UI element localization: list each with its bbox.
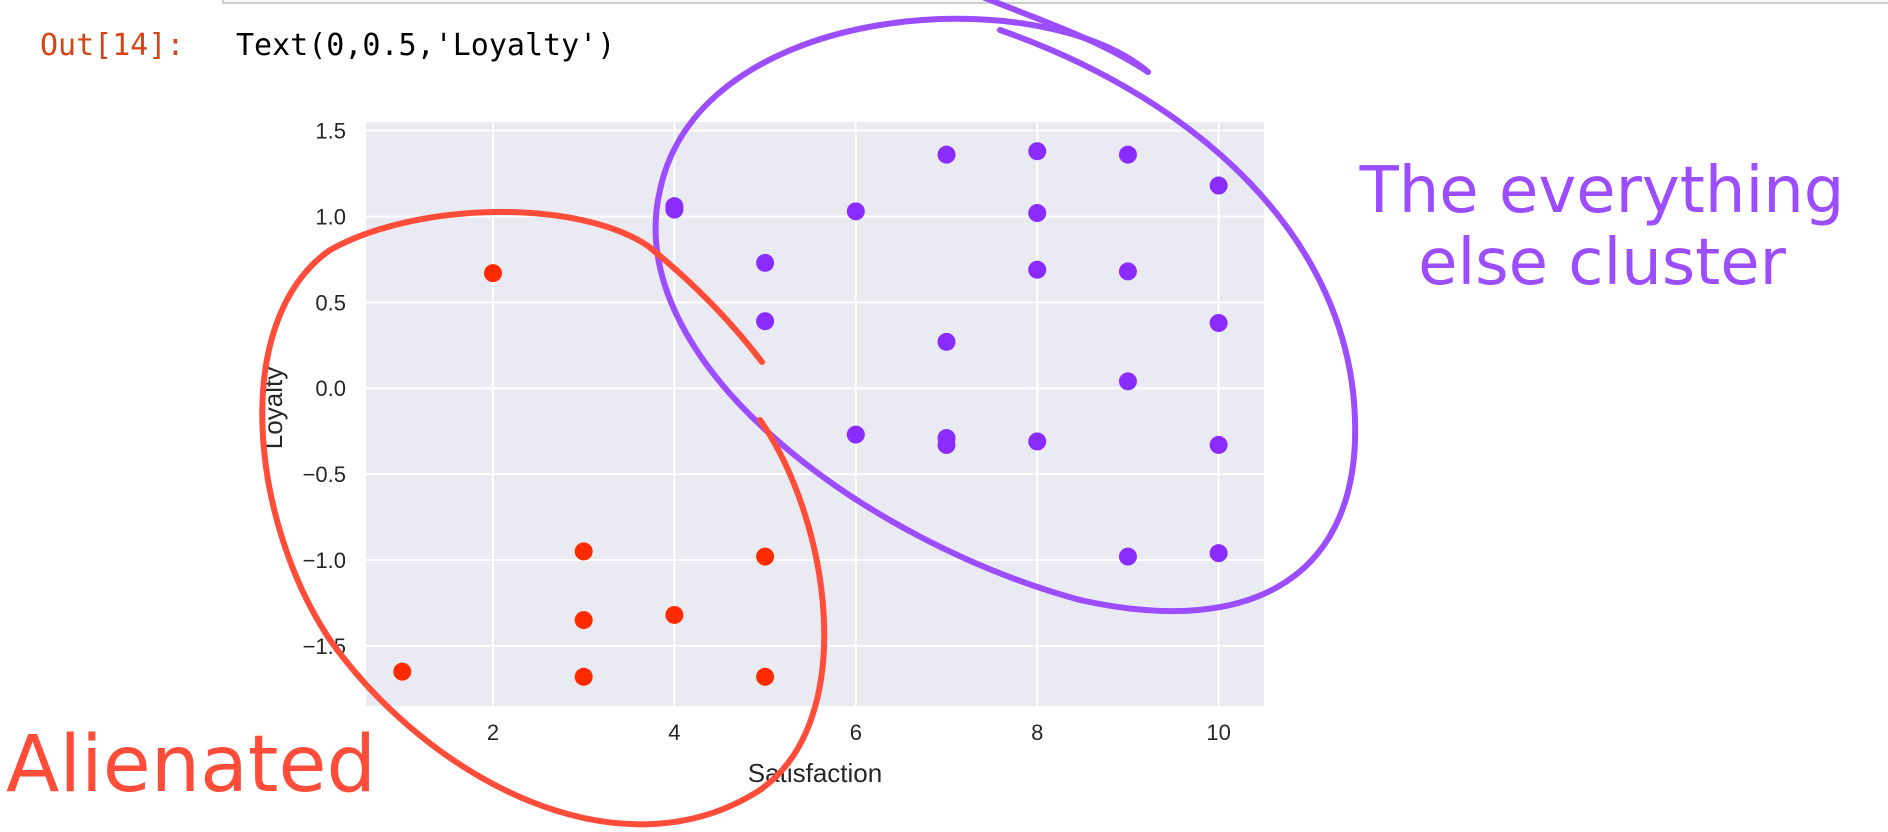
data-point-red [665, 605, 684, 624]
data-point-purple [1209, 544, 1228, 563]
cluster-annotation-purple: The everything else cluster [1322, 154, 1882, 300]
data-point-purple [1118, 372, 1137, 391]
data-point-purple [756, 253, 775, 272]
annotation-line-2: else cluster [1418, 225, 1786, 300]
data-point-purple [937, 145, 956, 164]
data-point-purple [1028, 142, 1047, 161]
tick-labels: 2 4 6 8 101.51.00.50.0−0.5−1.0−1.5 [303, 119, 1231, 745]
x-tick-label: 6 [850, 720, 862, 745]
output-text: Text(0,0.5,'Loyalty') [236, 28, 616, 63]
data-point-purple [846, 425, 865, 444]
y-tick-label: −0.5 [303, 462, 346, 487]
red-ellipse-stroke [259, 209, 828, 828]
data-points [393, 142, 1228, 686]
data-point-purple [1028, 260, 1047, 279]
data-point-purple [1028, 204, 1047, 223]
data-point-red [483, 264, 502, 283]
data-point-red [756, 667, 775, 686]
data-point-purple [1118, 262, 1137, 281]
data-point-purple [937, 332, 956, 351]
data-point-purple [937, 435, 956, 454]
data-point-purple [1118, 145, 1137, 164]
purple-flick-stroke [982, 0, 1151, 75]
data-point-red [574, 611, 593, 630]
y-tick-label: 0.5 [315, 290, 346, 315]
x-tick-label: 4 [668, 720, 680, 745]
y-tick-label: 0.0 [315, 376, 346, 401]
x-tick-label: 10 [1206, 720, 1230, 745]
grid-lines [366, 122, 1264, 706]
y-tick-label: −1.0 [303, 548, 346, 573]
data-point-red [574, 667, 593, 686]
data-point-purple [1118, 547, 1137, 566]
annotation-strokes [259, 0, 1359, 828]
data-point-purple [1209, 435, 1228, 454]
data-point-red [756, 547, 775, 566]
annotation-line-1: The everything [1359, 154, 1845, 228]
data-point-red [574, 542, 593, 561]
previous-cell-border [222, 0, 1888, 4]
x-tick-label: 2 [487, 720, 499, 745]
cluster-annotation-red: Alienated [6, 720, 377, 810]
data-point-purple [1209, 313, 1228, 332]
data-point-purple [1028, 432, 1047, 451]
output-prompt: Out[14]: [40, 28, 185, 63]
x-tick-label: 8 [1031, 720, 1043, 745]
y-tick-label: 1.0 [315, 204, 346, 229]
purple-ellipse-stroke [652, 15, 1359, 615]
data-point-purple [756, 312, 775, 331]
red-flick-stroke [645, 243, 765, 365]
data-point-red [393, 662, 412, 681]
y-tick-label: 1.5 [315, 119, 346, 144]
data-point-purple [665, 197, 684, 216]
data-point-purple [846, 202, 865, 221]
data-point-purple [1209, 176, 1228, 195]
